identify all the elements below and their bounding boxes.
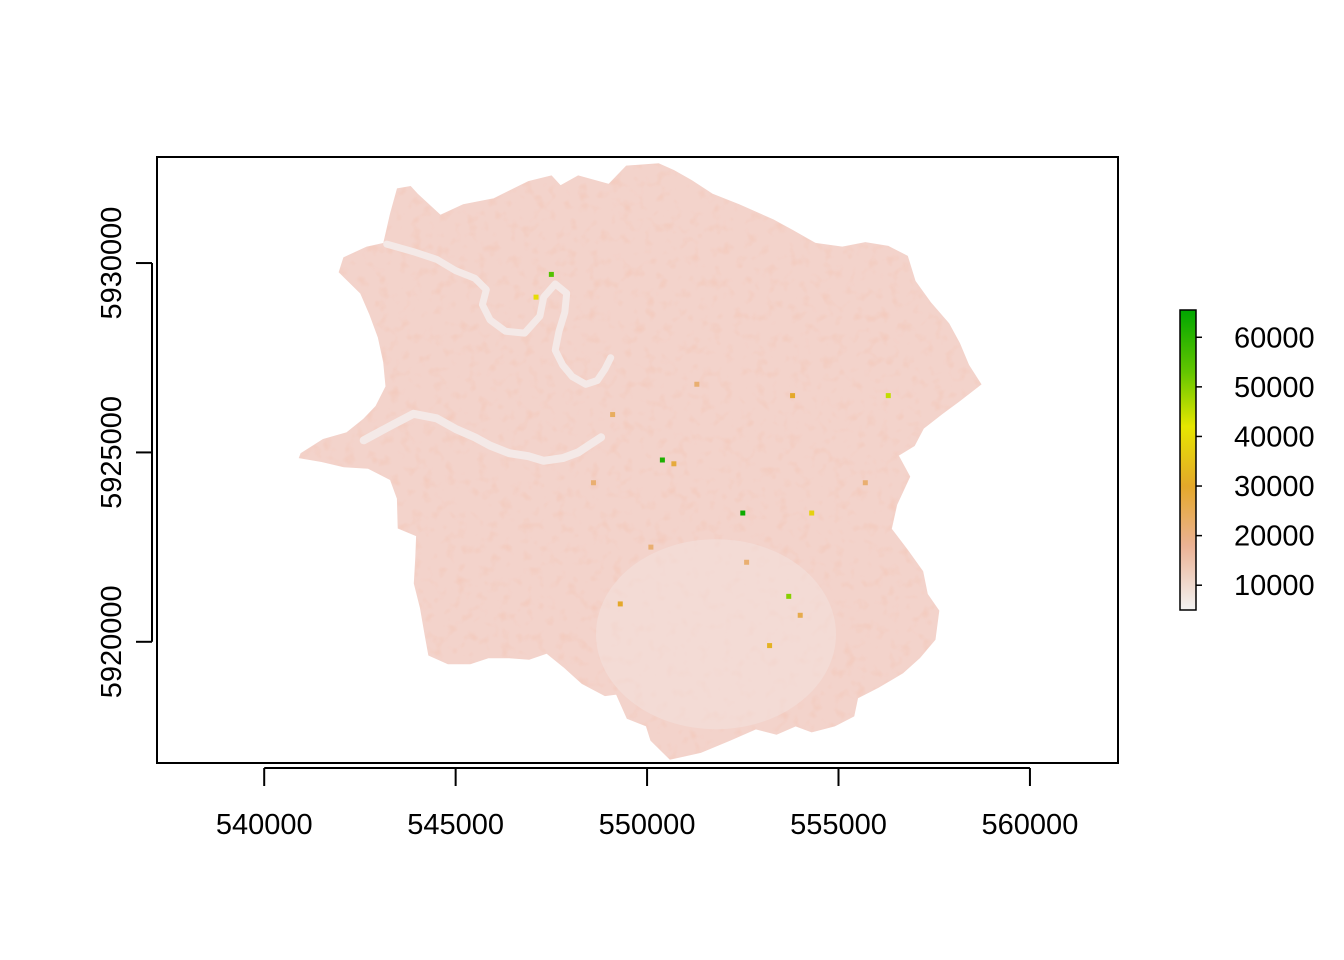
hotspot-cell xyxy=(744,559,750,565)
light-zone xyxy=(595,539,836,730)
hotspot-cell xyxy=(671,461,677,467)
hotspot-cell xyxy=(533,294,539,300)
x-tick-label: 555000 xyxy=(790,809,887,841)
legend-tick-label: 40000 xyxy=(1234,421,1315,453)
hotspot-cell xyxy=(590,480,596,486)
y-tick-label: 5920000 xyxy=(96,585,128,698)
color-legend: 10000 20000 30000 40000 50000 60000 xyxy=(1179,309,1315,611)
y-tick-label: 5925000 xyxy=(96,396,128,509)
plot-frame xyxy=(156,156,1119,764)
x-tick-label: 545000 xyxy=(407,809,504,841)
x-tick-label: 560000 xyxy=(982,809,1079,841)
hotspot-cell xyxy=(694,381,700,387)
legend-tick-label: 50000 xyxy=(1234,372,1315,404)
hotspot-cell xyxy=(885,393,891,399)
hotspot-cell xyxy=(659,457,665,463)
river-north xyxy=(383,240,615,388)
hotspot-cell xyxy=(740,510,746,516)
hotspot-cell xyxy=(809,510,815,516)
hotspot-cell xyxy=(797,612,803,618)
legend-tick-label: 60000 xyxy=(1234,322,1315,354)
hotspot-cell xyxy=(786,593,792,599)
hotspot-cell xyxy=(610,412,616,418)
hotspot-cell xyxy=(767,643,773,649)
x-tick-label: 550000 xyxy=(599,809,696,841)
x-axis: 540000 545000 550000 555000 560000 xyxy=(216,767,1079,841)
hotspot-cell xyxy=(548,271,554,277)
hotspot-cell xyxy=(790,393,796,399)
hotspot-cell xyxy=(862,480,868,486)
x-tick-label: 540000 xyxy=(216,809,313,841)
legend-tick-label: 10000 xyxy=(1234,570,1315,602)
hotspot-cell xyxy=(648,544,654,550)
legend-tick-label: 20000 xyxy=(1234,521,1315,553)
y-axis: 5920000 5925000 5930000 xyxy=(96,207,153,698)
hotspot-cell xyxy=(617,601,623,607)
map-area xyxy=(298,163,982,760)
y-tick-label: 5930000 xyxy=(96,207,128,320)
river-south xyxy=(359,409,606,465)
legend-tick-label: 30000 xyxy=(1234,471,1315,503)
legend-color-bar xyxy=(1179,309,1197,611)
